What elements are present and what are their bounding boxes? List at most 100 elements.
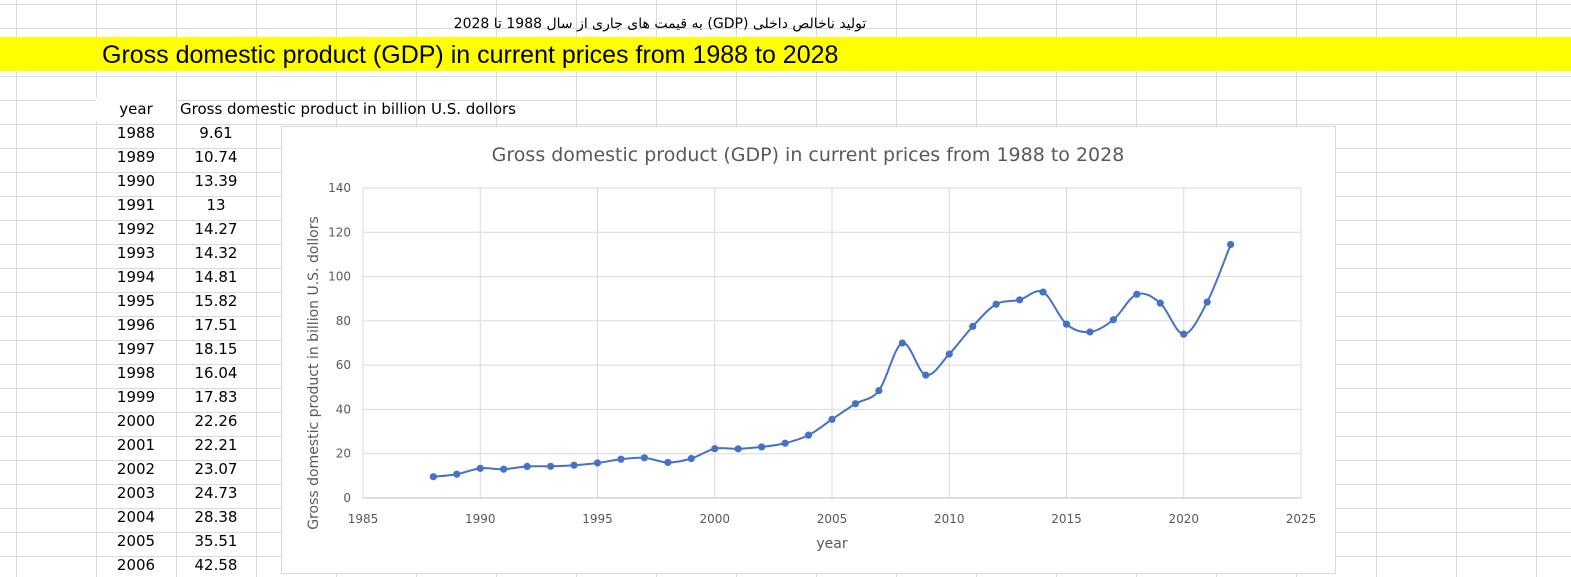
cell-year[interactable]: 1992: [116, 220, 156, 238]
data-point: [804, 431, 813, 439]
cell-year[interactable]: 1990: [116, 172, 156, 190]
y-tick-label: 40: [336, 402, 351, 416]
cell-gdp[interactable]: 16.04: [194, 364, 238, 382]
data-point: [1180, 330, 1188, 338]
x-axis-label: year: [816, 536, 847, 552]
cell-year[interactable]: 1989: [116, 148, 156, 166]
data-point: [1227, 240, 1235, 249]
data-point: [898, 339, 906, 347]
cell-year[interactable]: 1991: [116, 196, 156, 214]
x-tick-label: 2010: [934, 512, 965, 526]
cell-year[interactable]: 1994: [116, 268, 156, 286]
data-point: [922, 371, 930, 379]
cell-gdp[interactable]: 14.32: [194, 244, 238, 262]
x-tick-label: 2005: [817, 512, 848, 526]
x-tick-label: 1990: [465, 512, 496, 526]
data-point: [617, 455, 625, 463]
data-point: [1062, 320, 1071, 328]
data-point: [500, 465, 508, 473]
x-tick-label: 1985: [348, 512, 379, 526]
cell-year[interactable]: 2003: [116, 484, 156, 502]
data-point: [875, 387, 883, 395]
data-point: [711, 445, 719, 453]
data-point: [1016, 296, 1024, 304]
cell-gdp[interactable]: 18.15: [194, 340, 238, 358]
data-point: [1039, 288, 1047, 296]
data-point: [781, 439, 789, 447]
column-header-gdp[interactable]: Gross domestic product in billion U.S. d…: [180, 100, 516, 118]
data-point: [476, 464, 484, 472]
data-point: [1133, 290, 1141, 298]
y-tick-label: 20: [336, 447, 351, 461]
gdp-chart: Gross domestic product (GDP) in current …: [306, 144, 1317, 552]
cell-gdp[interactable]: 24.73: [194, 484, 238, 502]
y-tick-label: 120: [328, 225, 351, 239]
data-point: [1109, 316, 1117, 324]
x-tick-label: 2020: [1168, 512, 1199, 526]
cell-gdp[interactable]: 14.81: [194, 268, 238, 286]
cell-gdp[interactable]: 22.26: [194, 412, 238, 430]
data-point: [429, 473, 437, 481]
y-tick-label: 80: [336, 314, 351, 328]
x-tick-label: 2000: [699, 512, 730, 526]
chart-title: Gross domestic product (GDP) in current …: [492, 144, 1125, 166]
cell-year[interactable]: 1997: [116, 340, 156, 358]
cell-year[interactable]: 1999: [116, 388, 156, 406]
cell-gdp[interactable]: 28.38: [194, 508, 238, 526]
y-tick-label: 0: [343, 491, 351, 505]
data-point: [547, 462, 555, 470]
cell-year[interactable]: 2001: [116, 436, 156, 454]
cell-gdp[interactable]: 10.74: [194, 148, 238, 166]
cell-gdp[interactable]: 13.39: [194, 172, 238, 190]
data-point: [593, 459, 602, 467]
cell-gdp[interactable]: 42.58: [194, 556, 238, 574]
cell-year[interactable]: 2000: [116, 412, 156, 430]
data-point: [1203, 298, 1211, 306]
data-point: [828, 415, 836, 423]
data-point: [945, 350, 953, 358]
persian-title: تولید ناخالص داخلی (GDP) به قیمت های جار…: [453, 16, 867, 32]
data-point: [453, 470, 461, 478]
data-point: [734, 445, 742, 453]
data-point: [1156, 299, 1164, 307]
cell-year[interactable]: 1993: [116, 244, 156, 262]
cell-year[interactable]: 1996: [116, 316, 156, 334]
cell-year[interactable]: 1998: [116, 364, 156, 382]
title-banner: Gross domestic product (GDP) in current …: [0, 37, 1571, 71]
cell-year[interactable]: 2006: [116, 556, 156, 574]
data-point: [1086, 328, 1094, 336]
cell-gdp[interactable]: 15.82: [194, 292, 238, 310]
cell-year[interactable]: 2002: [116, 460, 156, 478]
x-tick-label: 1995: [582, 512, 613, 526]
column-header-year[interactable]: year: [96, 97, 176, 121]
data-point: [523, 462, 531, 471]
data-point: [969, 322, 977, 330]
x-tick-label: 2025: [1286, 512, 1317, 526]
data-point: [664, 458, 672, 467]
cell-year[interactable]: 1988: [116, 124, 156, 142]
cell-year[interactable]: 2005: [116, 532, 156, 550]
data-point: [992, 300, 1000, 308]
banner-title: Gross domestic product (GDP) in current …: [102, 41, 839, 69]
data-point: [687, 454, 695, 463]
y-tick-label: 100: [328, 270, 351, 284]
cell-year[interactable]: 1995: [116, 292, 156, 310]
cell-gdp[interactable]: 35.51: [194, 532, 238, 550]
cell-gdp[interactable]: 14.27: [194, 220, 238, 238]
data-point: [640, 454, 648, 462]
cell-gdp[interactable]: 13: [206, 196, 226, 214]
cell-gdp[interactable]: 9.61: [199, 124, 233, 142]
y-tick-label: 60: [336, 358, 351, 372]
cell-gdp[interactable]: 17.51: [194, 316, 238, 334]
data-point: [570, 461, 578, 469]
data-point: [851, 400, 860, 408]
cell-gdp[interactable]: 22.21: [194, 436, 238, 454]
x-tick-label: 2015: [1051, 512, 1082, 526]
cell-gdp[interactable]: 17.83: [194, 388, 238, 406]
cell-gdp[interactable]: 23.07: [194, 460, 238, 478]
chart-area[interactable]: Gross domestic product (GDP) in current …: [281, 126, 1336, 574]
y-tick-label: 140: [328, 181, 351, 195]
data-point: [758, 443, 766, 451]
cell-year[interactable]: 2004: [116, 508, 156, 526]
y-axis-label: Gross domestic product in billion U.S. d…: [306, 216, 322, 530]
